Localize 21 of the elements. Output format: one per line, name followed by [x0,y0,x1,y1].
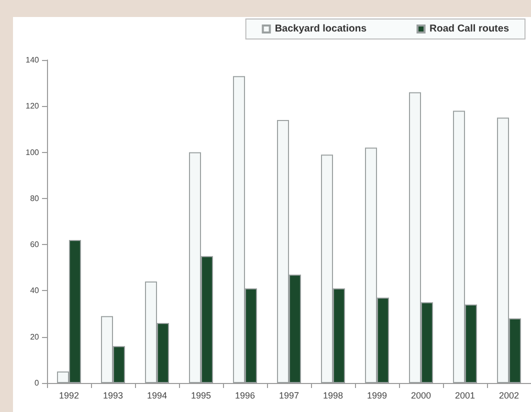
x-tick-label: 1994 [146,390,168,400]
x-tick-label: 1993 [102,390,124,400]
x-tick-label: 1998 [322,390,344,400]
x-tick-label: 1996 [234,390,256,400]
y-tick-label: 20 [30,332,40,342]
x-tick-label: 1992 [58,390,80,400]
legend-label: Backyard locations [274,24,367,34]
y-tick-label: 0 [34,378,40,388]
y-tick-label: 120 [26,102,40,111]
y-tick-label: 80 [30,194,40,203]
y-tick-label: 100 [26,148,40,157]
y-tick-label: 140 [26,56,40,64]
x-tick-label: 2000 [410,390,432,400]
x-tick-label: 2002 [498,390,520,400]
legend-label: Road Call routes [430,24,510,34]
x-tick-label: 2001 [454,390,476,400]
x-tick-label: 1999 [366,390,388,400]
x-tick-label: 1995 [190,390,212,400]
y-tick-label: 60 [30,240,40,250]
y-tick-label: 40 [30,286,40,296]
x-tick-label: 1997 [278,390,300,400]
